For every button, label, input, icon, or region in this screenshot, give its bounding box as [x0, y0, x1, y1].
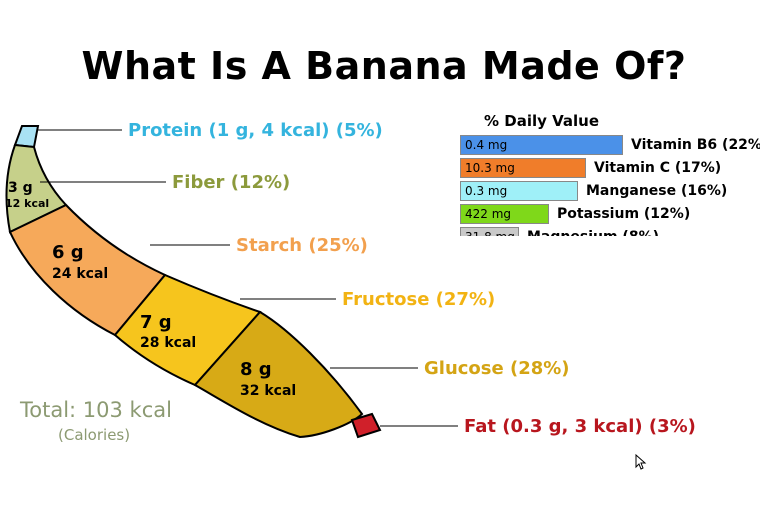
- daily-value-bar: 422 mg: [460, 204, 549, 224]
- glucose-kcal: 32 kcal: [240, 383, 296, 399]
- protein-callout: Protein (1 g, 4 kcal) (5%): [128, 120, 383, 141]
- fiber-amount: 3 g: [8, 180, 33, 196]
- starch-kcal: 24 kcal: [52, 266, 108, 282]
- daily-value-bar: 10.3 mg: [460, 158, 586, 178]
- glucose-segment: [193, 310, 364, 439]
- daily-value-bar: 31.8 mg: [460, 227, 519, 236]
- total-calories-unit: (Calories): [58, 426, 130, 444]
- starch-amount: 6 g: [52, 242, 84, 263]
- fat-segment: [350, 412, 382, 439]
- cursor-icon: [635, 453, 647, 470]
- daily-value-label: Magnesium (8%): [527, 229, 659, 236]
- page-title: What Is A Banana Made Of?: [81, 44, 687, 88]
- daily-value-row: 31.8 mg Magnesium (8%): [460, 227, 659, 236]
- daily-value-panel: % Daily Value 0.4 mg Vitamin B6 (22%) 10.3…: [460, 108, 760, 236]
- fructose-kcal: 28 kcal: [140, 335, 196, 351]
- protein-segment: [13, 125, 40, 149]
- daily-value-bar: 0.3 mg: [460, 181, 578, 201]
- daily-value-row: 10.3 mg Vitamin C (17%): [460, 158, 721, 178]
- daily-value-row: 0.4 mg Vitamin B6 (22%): [460, 135, 760, 155]
- fiber-callout: Fiber (12%): [172, 172, 290, 193]
- total-calories: Total: 103 kcal: [19, 398, 172, 422]
- daily-value-label: Potassium (12%): [557, 206, 691, 222]
- fructose-amount: 7 g: [140, 312, 172, 333]
- daily-value-label: Vitamin B6 (22%): [631, 137, 760, 153]
- starch-callout: Starch (25%): [236, 235, 368, 256]
- daily-value-row: 0.3 mg Manganese (16%): [460, 181, 727, 201]
- glucose-amount: 8 g: [240, 359, 272, 380]
- daily-value-bar: 0.4 mg: [460, 135, 623, 155]
- daily-value-label: Manganese (16%): [586, 183, 728, 199]
- fat-callout: Fat (0.3 g, 3 kcal) (3%): [464, 416, 696, 437]
- daily-value-row: 422 mg Potassium (12%): [460, 204, 690, 224]
- fructose-callout: Fructose (27%): [342, 289, 495, 310]
- glucose-callout: Glucose (28%): [424, 358, 570, 379]
- daily-value-title: % Daily Value: [484, 112, 600, 130]
- daily-value-label: Vitamin C (17%): [594, 160, 722, 176]
- fiber-kcal: 12 kcal: [5, 197, 49, 210]
